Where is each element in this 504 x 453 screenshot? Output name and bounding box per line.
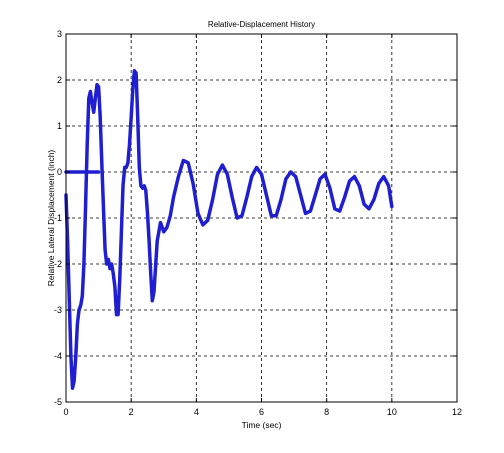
x-tick-label: 10 <box>387 407 397 417</box>
x-tick-label: 8 <box>324 407 329 417</box>
y-tick-label: -4 <box>54 351 62 361</box>
x-tick-label: 0 <box>63 407 68 417</box>
y-tick-label: 0 <box>57 167 62 177</box>
x-axis-label: Time (sec) <box>242 420 282 430</box>
y-tick-label: 3 <box>57 29 62 39</box>
data-series <box>64 69 394 390</box>
y-tick-label: -2 <box>54 259 62 269</box>
y-axis-label: Relative Lateral Displacement (inch) <box>46 150 56 287</box>
x-tick-label: 12 <box>452 407 462 417</box>
y-tick-label: -5 <box>54 397 62 407</box>
y-tick-label: 2 <box>57 75 62 85</box>
x-tick-label: 6 <box>259 407 264 417</box>
y-tick-label: -3 <box>54 305 62 315</box>
chart-title: Relative-Displacement History <box>208 20 315 29</box>
y-tick-label: 1 <box>57 121 62 131</box>
x-tick-label: 4 <box>194 407 199 417</box>
x-tick-label: 2 <box>129 407 134 417</box>
y-tick-label: -1 <box>54 213 62 223</box>
series-line-0 <box>64 69 394 390</box>
